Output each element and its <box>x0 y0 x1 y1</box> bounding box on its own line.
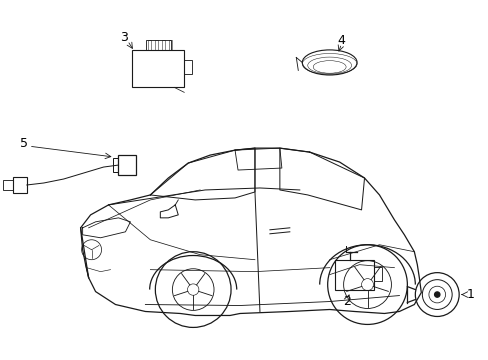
Bar <box>3 180 13 190</box>
Text: 1: 1 <box>466 288 474 301</box>
Bar <box>145 40 170 50</box>
Bar <box>13 177 27 193</box>
Text: 3: 3 <box>120 31 128 44</box>
Circle shape <box>434 292 439 297</box>
Bar <box>374 267 382 280</box>
Bar <box>112 158 118 172</box>
Bar <box>162 40 165 50</box>
Bar <box>184 60 192 75</box>
Bar <box>118 155 136 175</box>
Bar <box>334 260 374 289</box>
Text: 2: 2 <box>342 295 350 308</box>
Bar <box>147 40 151 50</box>
Text: 5: 5 <box>20 137 28 150</box>
Text: 4: 4 <box>337 34 345 47</box>
Bar <box>132 50 184 87</box>
Bar <box>155 40 158 50</box>
Bar <box>169 40 172 50</box>
